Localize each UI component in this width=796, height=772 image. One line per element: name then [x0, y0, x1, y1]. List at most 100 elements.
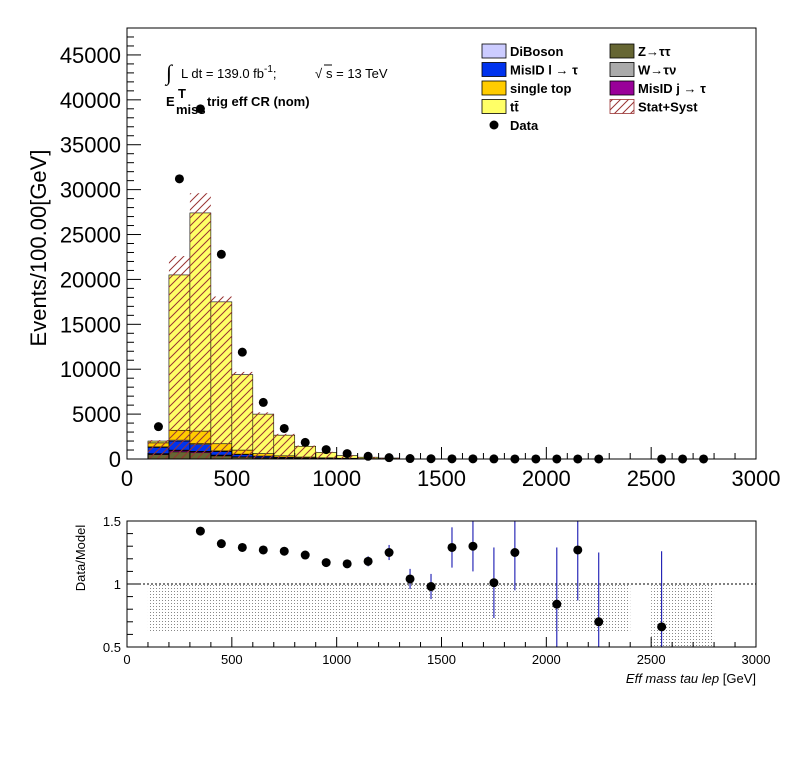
legend-swatch	[609, 80, 635, 96]
ratio-point-16	[552, 599, 562, 609]
unc-band-8	[315, 451, 337, 459]
ratio-point-9	[384, 548, 394, 557]
legend: DiBoson MisID l → τ single top tt̄ Data Z→ττ W…	[481, 43, 706, 133]
legend-swatch	[481, 62, 507, 77]
unc-band-6	[273, 433, 295, 459]
legend-label: MisID j → τ	[638, 81, 706, 96]
ratio-point-13	[468, 541, 478, 551]
ratio-x-tick-label: 0	[123, 652, 130, 667]
x-tick-label: 1500	[417, 466, 466, 491]
legend-label: Stat+Syst	[638, 100, 698, 115]
data-point-3	[216, 249, 226, 259]
ratio-y-axis: 0.5 1 1.5	[103, 514, 139, 655]
ratio-y-axis-label: Data/Model	[73, 525, 88, 592]
data-point-2	[195, 104, 205, 114]
ratio-point-5	[300, 550, 310, 560]
legend-swatch-hatch	[609, 99, 635, 114]
x-tick-label: 3000	[732, 466, 781, 491]
unc-band-1	[168, 256, 190, 459]
y-tick-label: 20000	[60, 267, 121, 292]
data-point-6	[279, 423, 289, 433]
data-point-11	[384, 453, 394, 463]
x-tick-label: 1000	[312, 466, 361, 491]
svg-text:∫: ∫	[164, 60, 174, 86]
ratio-x-axis: 0 500 1000 1500 2000 2500 3000	[123, 637, 770, 667]
ratio-band-segment-0	[147, 584, 631, 632]
legend-swatch	[609, 43, 635, 59]
svg-text:L dt = 139.0 fb-1;: L dt = 139.0 fb-1;	[181, 64, 277, 81]
y-tick-label: 10000	[60, 357, 121, 382]
data-point-8	[321, 445, 331, 455]
svg-text:miss: miss	[176, 102, 206, 117]
y-tick-label: 5000	[72, 402, 121, 427]
legend-label: W→τν	[638, 63, 676, 78]
y-tick-label: 30000	[60, 178, 121, 203]
svg-text:trig eff CR (nom): trig eff CR (nom)	[207, 94, 310, 109]
main-x-axis: 0 500 1000 1500 2000 2500 3000	[121, 447, 781, 491]
unc-band-4	[231, 371, 253, 459]
ratio-point-6	[321, 558, 331, 568]
ratio-point-12	[447, 542, 457, 552]
ratio-x-tick-label: 2500	[637, 652, 666, 667]
ratio-point-7	[342, 559, 352, 569]
ratio-uncertainty-band	[147, 584, 715, 647]
y-tick-label: 25000	[60, 223, 121, 248]
legend-swatch	[609, 62, 635, 77]
ratio-point-10	[405, 574, 415, 584]
legend-swatch	[481, 80, 507, 96]
ratio-point-2	[237, 542, 247, 552]
legend-label: single top	[510, 81, 571, 96]
ratio-x-tick-label: 1500	[427, 652, 456, 667]
ratio-points	[195, 521, 667, 647]
ratio-point-11	[426, 582, 436, 592]
legend-label: tt̄	[510, 100, 519, 115]
unc-band-0	[147, 440, 169, 459]
legend-swatch	[481, 99, 507, 114]
ratio-band-segment-1	[651, 584, 715, 647]
ratio-point-18	[594, 617, 604, 627]
main-histogram-panel: 0 500 1000 1500 2000 2500 3000 0 5000 10000 15000…	[26, 27, 781, 491]
ratio-point-19	[657, 622, 667, 632]
x-tick-label: 2000	[522, 466, 571, 491]
ratio-point-14	[489, 578, 499, 588]
ratio-point-3	[258, 545, 268, 555]
ratio-y-tick-label: 0.5	[103, 640, 121, 655]
y-tick-label: 40000	[60, 88, 121, 113]
uncertainty-band	[147, 193, 400, 459]
ratio-point-17	[573, 545, 583, 555]
legend-label: Z→ττ	[638, 44, 671, 59]
luminosity-annotation: ∫ L dt = 139.0 fb-1; √ s = 13 TeV	[164, 60, 388, 86]
x-tick-label: 0	[121, 466, 133, 491]
ratio-point-0	[195, 526, 205, 536]
data-point-7	[300, 437, 310, 447]
ratio-y-tick-label: 1	[114, 577, 121, 592]
main-y-axis-label: Events/100.00[GeV]	[26, 150, 51, 347]
ratio-point-1	[216, 539, 226, 549]
y-tick-label: 0	[109, 447, 121, 472]
ratio-point-4	[279, 546, 289, 556]
data-point-9	[342, 449, 352, 459]
x-tick-label: 2500	[627, 466, 676, 491]
data-point-0	[153, 422, 163, 432]
ratio-x-tick-label: 3000	[742, 652, 771, 667]
unc-band-2	[189, 193, 211, 459]
legend-marker-data	[489, 120, 499, 130]
ratio-x-tick-label: 2000	[532, 652, 561, 667]
legend-label: Data	[510, 118, 539, 133]
ratio-x-axis-label: Eff mass tau lep [GeV]	[626, 671, 756, 686]
region-annotation: E T miss trig eff CR (nom)	[166, 86, 310, 117]
main-y-axis: 0 5000 10000 15000 20000 25000 30000 35000 40000…	[60, 36, 141, 472]
legend-swatch	[481, 43, 507, 59]
ratio-x-tick-label: 500	[221, 652, 243, 667]
y-tick-label: 45000	[60, 43, 121, 68]
y-tick-label: 35000	[60, 133, 121, 158]
svg-text:√: √	[315, 66, 323, 81]
svg-text:E: E	[166, 94, 175, 109]
unc-band-3	[210, 296, 232, 459]
x-tick-label: 500	[213, 466, 250, 491]
data-point-4	[237, 347, 247, 357]
data-point-1	[174, 174, 184, 184]
unc-band-7	[294, 445, 316, 459]
data-point-5	[258, 397, 268, 407]
